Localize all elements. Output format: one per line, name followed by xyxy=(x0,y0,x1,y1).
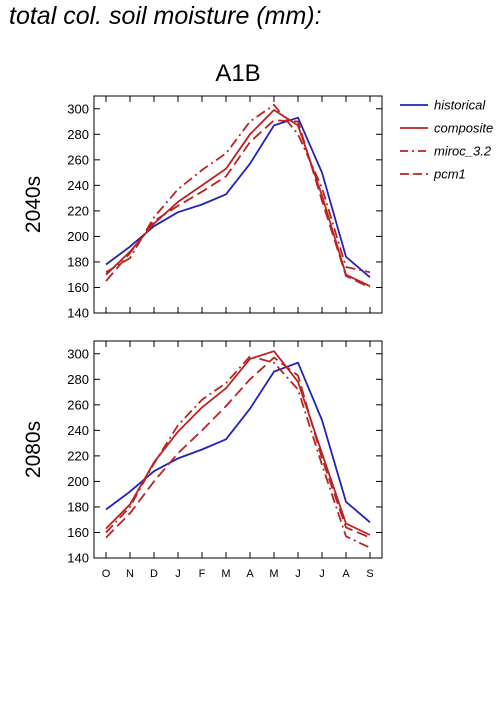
y-tick-label: 180 xyxy=(67,499,89,514)
legend-label-miroc_3.2: miroc_3.2 xyxy=(434,144,492,159)
y-tick-label: 260 xyxy=(67,397,89,412)
period-label: 2080s xyxy=(22,421,45,478)
y-tick-label: 240 xyxy=(67,423,89,438)
y-tick-label: 300 xyxy=(67,101,89,116)
legend: historical composite miroc_3.2 pcm1 xyxy=(400,98,493,182)
y-tick-label: 220 xyxy=(67,203,89,218)
legend-label-composite: composite xyxy=(434,121,493,136)
x-tick-label: M xyxy=(221,568,230,580)
y-tick-label: 280 xyxy=(67,127,89,142)
plot-frame xyxy=(93,95,383,314)
scenario-title: A1B xyxy=(215,60,260,87)
y-tick-label: 140 xyxy=(67,551,89,566)
x-tick-label: J xyxy=(319,568,325,580)
x-tick-label: J xyxy=(295,568,301,580)
y-tick-label: 260 xyxy=(67,152,89,167)
x-tick-label: O xyxy=(102,568,111,580)
y-tick-label: 160 xyxy=(67,525,89,540)
series-line-pcm1 xyxy=(105,356,371,539)
legend-label-pcm1: pcm1 xyxy=(433,167,466,182)
series-line-historical xyxy=(105,116,371,278)
x-tick-label: N xyxy=(126,568,134,580)
series-line-miroc_3.2 xyxy=(105,104,371,274)
y-tick-label: 180 xyxy=(67,254,89,269)
panel-2040s: 140 160 180 200 220 240 260 280 300 2040s xyxy=(22,95,383,321)
x-tick-label: A xyxy=(342,568,350,580)
y-tick-label: 160 xyxy=(67,280,89,295)
plot-frame xyxy=(93,340,383,559)
y-tick-label: 200 xyxy=(67,229,89,244)
y-tick-label: 300 xyxy=(67,346,89,361)
x-tick-label: M xyxy=(269,568,278,580)
panel-2080s: 140 160 180 200 220 240 260 280 300 O N D J F M A M J J A S 2… xyxy=(22,340,383,580)
figure-title: total col. soil moisture (mm): xyxy=(9,2,322,30)
x-tick-label: J xyxy=(175,568,181,580)
period-label: 2040s xyxy=(22,176,45,233)
x-tick-label: A xyxy=(246,568,254,580)
legend-label-historical: historical xyxy=(434,98,486,113)
series-line-miroc_3.2 xyxy=(105,355,371,549)
y-tick-label: 280 xyxy=(67,372,89,387)
y-tick-label: 240 xyxy=(67,178,89,193)
y-tick-label: 140 xyxy=(67,306,89,321)
x-tick-label: D xyxy=(150,568,158,580)
series-line-pcm1 xyxy=(105,119,371,289)
series-line-composite xyxy=(105,109,371,288)
x-tick-label: S xyxy=(366,568,373,580)
y-tick-label: 200 xyxy=(67,474,89,489)
y-tick-label: 220 xyxy=(67,448,89,463)
series-line-historical xyxy=(105,361,371,523)
series-line-composite xyxy=(105,350,371,536)
x-tick-label: F xyxy=(199,568,206,580)
